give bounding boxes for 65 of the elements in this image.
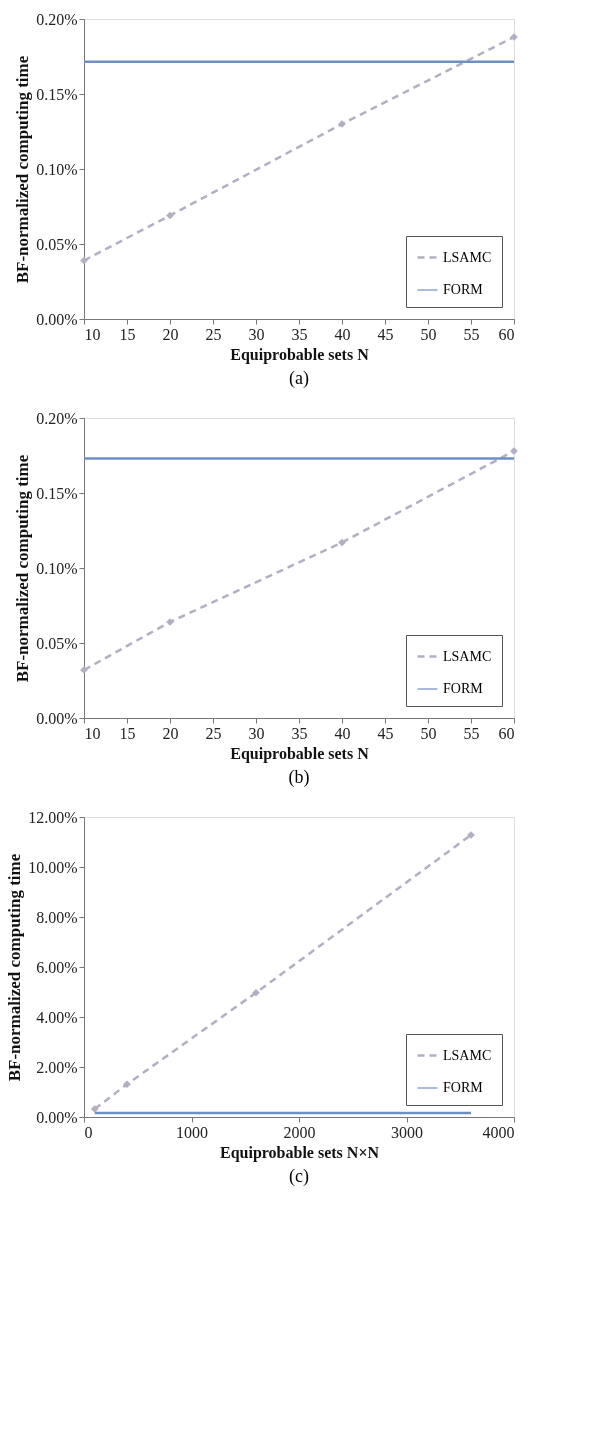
y-axis-title: BF-normalized computing time	[5, 853, 25, 1082]
y-axis-title: BF-normalized computing time	[13, 454, 33, 683]
y-tick-label: 4.00%	[36, 1008, 78, 1026]
x-tick-label: 40	[334, 325, 351, 343]
x-axis-title: Equiprobable sets N	[230, 744, 370, 763]
x-tick-label: 25	[205, 325, 222, 343]
x-tick-label: 35	[291, 325, 308, 343]
x-tick-label: 15	[119, 325, 136, 343]
point	[252, 988, 260, 997]
y-tick-label: 0.05%	[36, 634, 78, 652]
y-tick-label: 10.00%	[28, 858, 78, 876]
legend-label: LSAMC	[443, 648, 492, 664]
x-tick-label: 55	[463, 724, 480, 742]
y-tick-label: 0.15%	[36, 484, 78, 502]
point	[338, 538, 346, 547]
x-tick-label: 30	[248, 325, 265, 343]
x-tick-label: 3000	[391, 1123, 423, 1141]
x-tick-label: 30	[248, 724, 265, 742]
x-tick-label: 10	[84, 325, 101, 343]
point	[123, 1080, 131, 1089]
y-tick-label: 6.00%	[36, 958, 78, 976]
text: (c)	[289, 1166, 309, 1187]
x-tick-label: 2000	[283, 1123, 316, 1141]
x-tick-label: 15	[119, 724, 136, 742]
x-tick-label: 1000	[176, 1123, 208, 1141]
x-tick-label: 35	[291, 724, 308, 742]
point	[80, 256, 88, 265]
x-axis-title: Equiprobable sets N×N	[219, 1143, 380, 1162]
x-tick-label: 25	[205, 724, 222, 742]
y-tick-label: 0.05%	[36, 235, 78, 253]
y-tick-label: 0.15%	[36, 85, 78, 103]
y-axis-title: BF-normalized computing time	[13, 55, 33, 284]
text: (a)	[289, 368, 309, 389]
point	[90, 1105, 99, 1113]
legend-label: FORM	[443, 681, 484, 696]
x-tick-label: 4000	[482, 1123, 515, 1141]
legend-label: FORM	[443, 1080, 484, 1095]
y-tick-label: 8.00%	[36, 908, 78, 926]
x-tick-label: 50	[420, 325, 437, 343]
y-tick-label: 0.20%	[36, 409, 78, 427]
x-tick-label: 20	[162, 724, 179, 742]
legend-label: LSAMC	[443, 1047, 492, 1063]
y-tick-label: 0.20%	[36, 10, 78, 28]
x-tick-label: 10	[84, 724, 101, 742]
y-tick-label: 12.00%	[28, 808, 78, 826]
y-tick-label: 0.00%	[36, 310, 78, 328]
x-tick-label: 50	[420, 724, 437, 742]
y-tick-label: 2.00%	[36, 1058, 78, 1076]
point	[166, 211, 174, 220]
x-tick-label: 20	[162, 325, 179, 343]
x-tick-label: 45	[377, 724, 394, 742]
legend-label: FORM	[443, 282, 484, 297]
x-tick-label: 55	[463, 325, 480, 343]
x-axis-title: Equiprobable sets N	[230, 345, 370, 364]
y-tick-label: 0.00%	[36, 1108, 78, 1126]
x-tick-label: 45	[377, 325, 394, 343]
text: (b)	[288, 767, 310, 788]
x-tick-label: 0	[84, 1123, 93, 1141]
y-tick-label: 0.10%	[36, 160, 78, 178]
y-tick-label: 0.10%	[36, 559, 78, 577]
y-tick-label: 0.00%	[36, 709, 78, 727]
x-tick-label: 60	[498, 724, 515, 742]
x-tick-label: 40	[334, 724, 351, 742]
x-tick-label: 60	[498, 325, 515, 343]
legend-label: LSAMC	[443, 249, 492, 265]
